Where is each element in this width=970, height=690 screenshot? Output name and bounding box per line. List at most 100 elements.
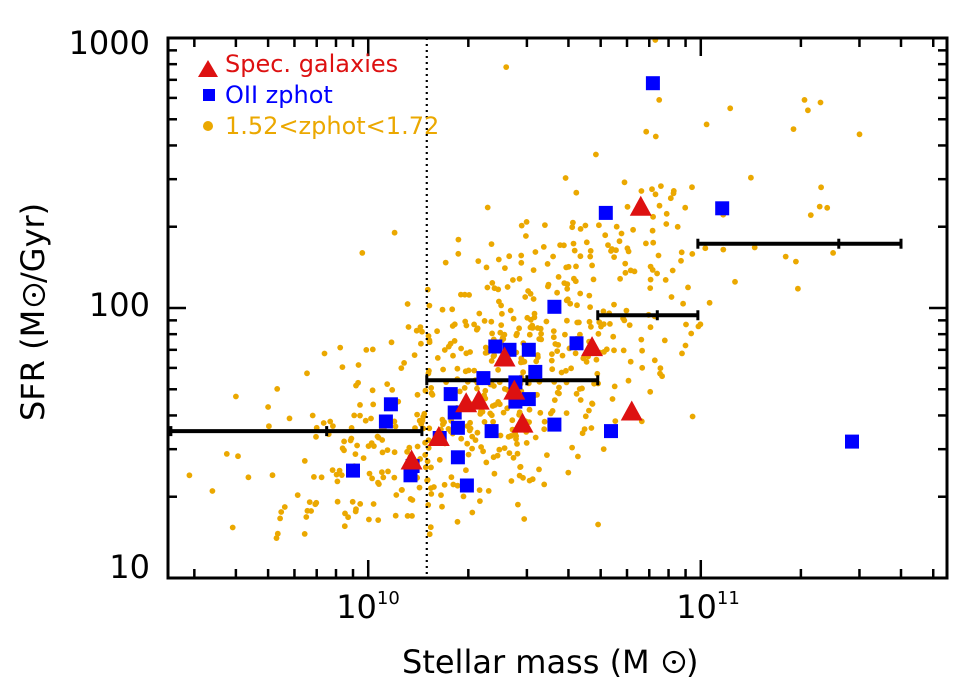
zphot-point: [609, 396, 616, 402]
zphot-point: [235, 453, 241, 460]
zphot-point: [384, 381, 391, 387]
zphot-point: [434, 328, 440, 335]
zphot-point: [480, 448, 486, 455]
zphot-point: [333, 471, 340, 478]
zphot-point: [674, 223, 681, 230]
zphot-point: [545, 283, 551, 290]
zphot-point: [393, 492, 400, 498]
spec-triangle-marker: [493, 346, 516, 367]
zphot-point: [404, 448, 410, 455]
zphot-point: [817, 99, 824, 106]
oii-square-marker: [569, 336, 584, 351]
zphot-point: [589, 400, 595, 407]
zphot-point: [499, 334, 506, 341]
zphot-point: [523, 233, 529, 239]
zphot-point: [620, 347, 627, 354]
zphot-point: [426, 337, 433, 344]
zphot-point: [564, 281, 571, 288]
zphot-point: [571, 275, 577, 282]
zphot-point: [514, 441, 520, 447]
zphot-point: [281, 504, 288, 510]
zphot-point: [601, 349, 607, 355]
x-tick-label-1e11: 1011: [676, 588, 740, 626]
zphot-point: [600, 321, 607, 327]
zphot-point: [495, 366, 501, 373]
zphot-point: [643, 128, 650, 135]
zphot-point: [622, 260, 629, 267]
zphot-point: [464, 423, 471, 429]
zphot-point: [678, 257, 684, 264]
zphot-point: [549, 351, 555, 357]
zphot-point: [327, 418, 334, 425]
zphot-point: [501, 445, 508, 451]
x-tick-label-1e10-exponent: 10: [377, 588, 400, 609]
zphot-point: [474, 385, 480, 392]
zphot-point: [273, 535, 280, 541]
x-tick-label-1e10-base: 10: [336, 588, 377, 626]
zphot-point: [748, 174, 754, 181]
zphot-point: [416, 417, 423, 424]
zphot-point: [379, 469, 385, 476]
zphot-point: [309, 412, 316, 419]
zphot-point: [354, 442, 360, 449]
zphot-point: [286, 415, 293, 422]
zphot-point: [303, 514, 310, 520]
x-tick-label-1e10: 1010: [336, 588, 400, 626]
zphot-point: [278, 509, 285, 515]
zphot-point: [627, 358, 634, 365]
zphot-point: [352, 451, 359, 457]
zphot-point: [543, 318, 550, 325]
zphot-point: [441, 481, 448, 488]
zphot-point: [458, 435, 465, 442]
data-points-layer: [169, 37, 903, 578]
zphot-point: [428, 491, 435, 497]
zphot-point: [441, 347, 448, 353]
zphot-point: [508, 478, 515, 484]
zphot-point: [427, 524, 434, 531]
zphot-point: [661, 337, 668, 344]
zphot-point: [562, 331, 568, 338]
zphot-point: [657, 365, 664, 372]
zphot-point: [481, 318, 488, 324]
zphot-point: [649, 186, 655, 193]
zphot-point: [793, 258, 799, 265]
zphot-point: [596, 319, 603, 326]
zphot-point: [399, 487, 405, 493]
zphot-point: [439, 503, 445, 510]
oii-square-marker: [604, 424, 618, 439]
zphot-point: [209, 488, 216, 494]
zphot-point: [353, 382, 359, 389]
zphot-point: [602, 232, 609, 239]
zphot-point: [369, 475, 375, 482]
zphot-point: [590, 276, 597, 283]
zphot-point: [631, 268, 638, 275]
zphot-point: [366, 470, 373, 477]
zphot-point: [491, 383, 497, 389]
zphot-point: [461, 385, 468, 391]
zphot-point: [532, 434, 539, 441]
zphot-point: [463, 467, 469, 474]
zphot-point: [379, 449, 386, 456]
zphot-point: [593, 356, 600, 363]
zphot-point: [571, 247, 578, 254]
zphot-point: [510, 315, 517, 322]
zphot-point: [610, 333, 617, 340]
zphot-point: [650, 213, 656, 220]
zphot-point: [559, 352, 566, 359]
zphot-point: [355, 362, 362, 368]
zphot-point: [499, 310, 505, 317]
zphot-point: [463, 350, 470, 357]
x-tick-label-1e11-exponent: 11: [717, 588, 740, 609]
zphot-point: [482, 350, 489, 356]
zphot-point: [580, 355, 587, 362]
zphot-point: [498, 322, 505, 328]
oii-square-marker: [845, 434, 859, 449]
zphot-point: [595, 521, 601, 528]
zphot-point: [624, 245, 631, 252]
zphot-point: [223, 451, 230, 457]
zphot-point: [668, 294, 675, 300]
x-axis-title: Stellar mass (M ): [402, 643, 698, 681]
zphot-point: [370, 501, 377, 507]
zphot-point: [795, 285, 801, 292]
zphot-point: [626, 322, 633, 328]
